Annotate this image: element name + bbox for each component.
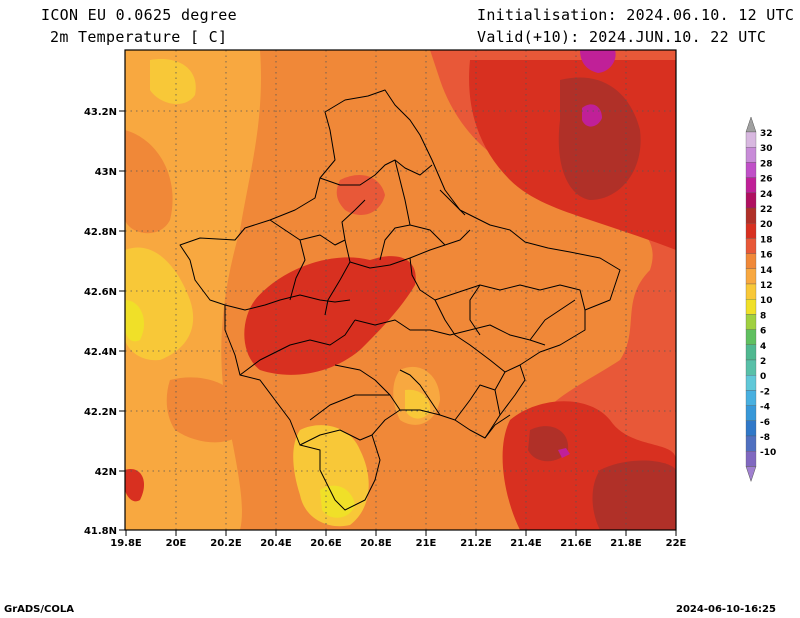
y-tick-label: 41.8N — [84, 526, 117, 537]
colorbar-label: -4 — [760, 403, 770, 413]
colorbar-swatch — [745, 405, 757, 421]
colorbar-label: -8 — [760, 433, 770, 443]
footer-timestamp: 2024-06-10-16:25 — [676, 604, 776, 615]
x-tick-label: 20.8E — [360, 538, 392, 549]
colorbar-label: 22 — [760, 205, 773, 215]
colorbar-swatch — [745, 359, 757, 376]
x-tick-label: 20.2E — [210, 538, 242, 549]
colorbar-bottom-arrow — [745, 466, 757, 483]
colorbar-label: 14 — [760, 266, 773, 276]
colorbar-label: 26 — [760, 175, 773, 185]
colorbar-swatch — [745, 177, 757, 193]
x-tick-label: 22E — [666, 538, 687, 549]
x-tick-label: 20.4E — [260, 538, 292, 549]
y-tick-label: 42.2N — [84, 407, 117, 418]
colorbar-label: 4 — [760, 342, 766, 352]
colorbar-swatch — [745, 147, 757, 163]
colorbar-swatch — [745, 253, 757, 269]
colorbar-label: 24 — [760, 190, 773, 200]
colorbar-swatch — [745, 375, 757, 391]
x-tick-label: 21.8E — [610, 538, 642, 549]
y-tick-label: 43N — [95, 167, 117, 178]
variable-title: 2m Temperature [ C] — [50, 28, 228, 46]
admin-borders — [179, 89, 621, 511]
colorbar-swatch — [745, 162, 757, 178]
colorbar-label: 16 — [760, 251, 773, 261]
x-tick-label: 21.4E — [510, 538, 542, 549]
colorbar-swatch — [745, 207, 757, 224]
colorbar-label: 18 — [760, 235, 773, 245]
y-tick-label: 42N — [95, 467, 117, 478]
colorbar-swatch — [745, 314, 757, 330]
colorbar-swatch — [745, 420, 757, 437]
model-title: ICON EU 0.0625 degree — [41, 6, 237, 24]
colorbar-swatch — [745, 192, 757, 209]
colorbar-swatch — [745, 238, 757, 254]
colorbar-swatch — [745, 435, 757, 452]
x-tick-label: 20.6E — [310, 538, 342, 549]
colorbar-label: -6 — [760, 418, 770, 428]
colorbar-label: 12 — [760, 281, 773, 291]
x-tick-label: 21.2E — [460, 538, 492, 549]
valid-time: Valid(+10): 2024.JUN.10. 22 UTC — [477, 28, 767, 46]
colorbar-label: -2 — [760, 387, 770, 397]
colorbar-swatch — [745, 299, 757, 315]
colorbar-swatch — [745, 451, 757, 467]
colorbar-label: 30 — [760, 144, 773, 154]
colorbar-swatch — [745, 223, 757, 239]
colorbar-label: 0 — [760, 372, 766, 382]
colorbar-swatch — [745, 268, 757, 285]
colorbar-swatch — [745, 283, 757, 300]
colorbar-label: 2 — [760, 357, 766, 367]
colorbar-label: 32 — [760, 129, 773, 139]
y-tick-label: 42.8N — [84, 227, 117, 238]
colorbar-label: 8 — [760, 311, 766, 321]
colorbar-label: 10 — [760, 296, 773, 306]
colorbar-top-arrow — [745, 116, 757, 133]
x-tick-label: 20E — [166, 538, 187, 549]
x-tick-label: 21.6E — [560, 538, 592, 549]
init-time: Initialisation: 2024.06.10. 12 UTC — [477, 6, 795, 24]
colorbar-swatch — [745, 344, 757, 361]
y-tick-label: 42.4N — [84, 347, 117, 358]
colorbar-swatch — [745, 329, 757, 345]
colorbar-label: 6 — [760, 327, 766, 337]
colorbar-label: -10 — [760, 448, 776, 458]
colorbar-swatch — [745, 131, 757, 148]
x-tick-label: 19.8E — [110, 538, 142, 549]
x-tick-label: 21E — [416, 538, 437, 549]
colorbar-label: 28 — [760, 159, 773, 169]
temperature-field — [125, 50, 676, 530]
colorbar-swatch — [745, 390, 757, 406]
y-tick-label: 43.2N — [84, 107, 117, 118]
y-tick-label: 42.6N — [84, 287, 117, 298]
colorbar-label: 20 — [760, 220, 773, 230]
footer-credit: GrADS/COLA — [4, 604, 74, 615]
plot-frame — [124, 49, 677, 531]
